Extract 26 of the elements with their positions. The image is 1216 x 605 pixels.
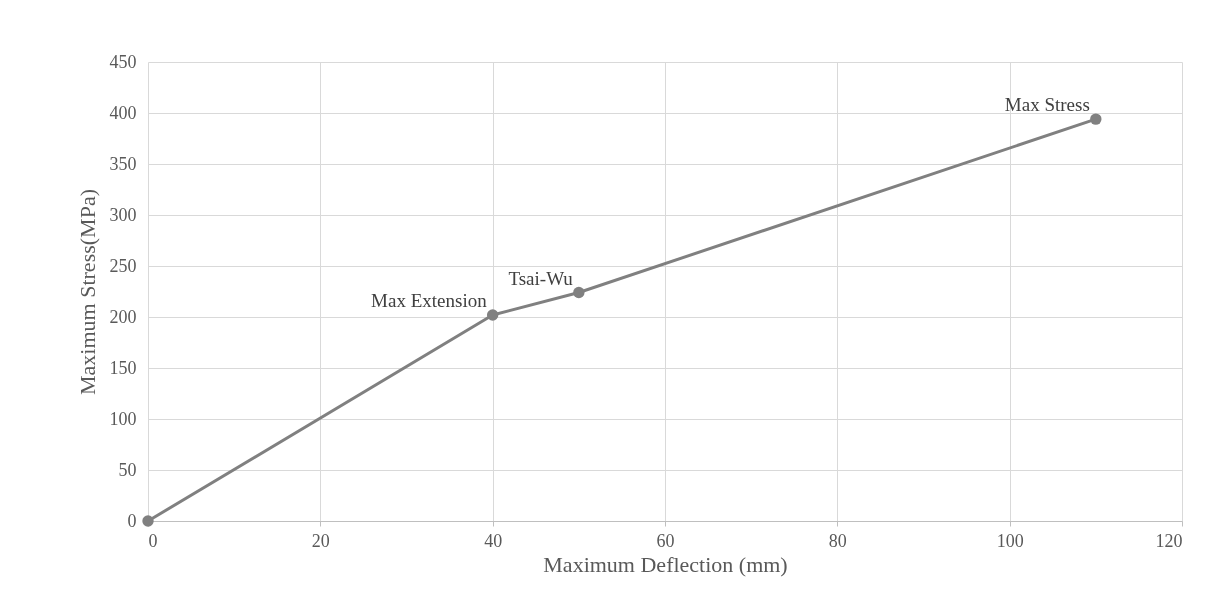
y-axis-title: Maximum Stress(MPa) [74,189,100,395]
annotation: Max Extension [371,289,488,311]
x-tick-label: 40 [484,530,503,551]
x-tick-label: 100 [996,530,1024,551]
point [573,286,585,299]
annotation: Max Stress [1004,94,1090,116]
annotation: Tsai-Wu [508,267,574,289]
x-tick-label: 20 [311,530,330,551]
y-tick-label: 350 [109,153,137,174]
y-tick-label: 450 [109,51,137,72]
y-tick-label: 250 [109,255,137,276]
y-tick-label: 300 [109,204,137,225]
point [142,515,154,527]
y-tick-label: 100 [109,408,137,429]
x-tick-label: 120 [1155,530,1183,551]
point [1090,113,1102,125]
y-tick-label: 150 [109,357,137,378]
x-tick-label: 60 [656,530,675,551]
point [486,309,499,321]
y-tick-label: 50 [118,459,137,480]
y-tick-label: 0 [127,510,137,531]
x-axis-title: Maximum Deflection (mm) [543,551,788,577]
y-tick-label: 400 [109,102,137,123]
x-tick-label: 0 [148,530,158,551]
y-tick-label: 200 [109,306,137,327]
x-tick-label: 80 [828,530,847,551]
